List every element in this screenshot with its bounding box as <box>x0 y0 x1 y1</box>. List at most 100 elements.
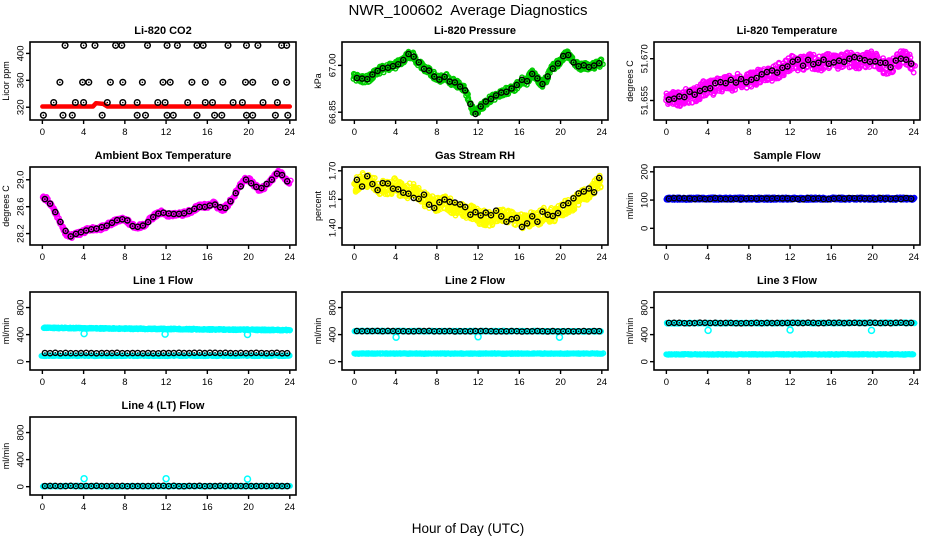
x-tick-label: 0 <box>352 127 357 138</box>
x-tick-label: 24 <box>285 502 296 513</box>
page-title: NWR_100602 Average Diagnostics <box>348 2 588 19</box>
x-tick-label: 0 <box>664 252 669 263</box>
x-tick-label: 8 <box>122 252 127 263</box>
chart-title: Li-820 Temperature <box>737 25 838 37</box>
x-tick-label: 4 <box>81 377 86 388</box>
y-tick-label: 400 <box>328 327 339 343</box>
x-tick-label: 4 <box>81 127 86 138</box>
chart-title: Line 2 Flow <box>445 275 505 287</box>
y-tick-label: 800 <box>16 300 27 316</box>
chart-canvas: 0 400 800 0 4 8 12 16 20 24 ml/min Line 4 (LT) Flow <box>1 400 297 513</box>
data-series-group <box>39 474 293 490</box>
chart-title: Li-820 Pressure <box>434 25 516 37</box>
data-series-group <box>663 194 918 203</box>
x-tick-label: 16 <box>514 252 525 263</box>
x-tick-label: 20 <box>867 377 878 388</box>
x-tick-label: 12 <box>473 127 484 138</box>
chart-panel-li820-co2: 320 360 400 0 4 8 12 16 20 24 Licor ppm Li-820 CO2 <box>0 20 312 145</box>
x-tick-label: 16 <box>202 127 213 138</box>
x-tick-label: 4 <box>393 127 398 138</box>
y-tick-label: 66.85 <box>328 100 339 124</box>
chart-canvas: 0 400 800 0 4 8 12 16 20 24 ml/min Line 2 Flow <box>313 275 609 388</box>
x-tick-label: 12 <box>785 252 796 263</box>
x-tick-label: 16 <box>514 127 525 138</box>
chart-canvas: 0 100 200 0 4 8 12 16 20 24 ml/min Sample Flow <box>625 150 921 263</box>
x-tick-label: 16 <box>202 502 213 513</box>
x-tick-label: 4 <box>705 127 710 138</box>
x-tick-label: 24 <box>909 127 920 138</box>
x-tick-label: 16 <box>202 252 213 263</box>
chart-panel-line-1-flow: 0 400 800 0 4 8 12 16 20 24 ml/min Line 1 Flow <box>0 270 312 395</box>
x-tick-label: 0 <box>352 377 357 388</box>
x-tick-label: 0 <box>664 377 669 388</box>
x-tick-label: 0 <box>40 252 45 263</box>
x-tick-label: 8 <box>122 502 127 513</box>
chart-title: Line 4 (LT) Flow <box>122 400 205 412</box>
y-tick-label: 51.670 <box>640 44 651 73</box>
plot-box <box>29 416 297 496</box>
x-tick-label: 24 <box>285 252 296 263</box>
y-tick-label: 0 <box>328 359 339 364</box>
x-tick-label: 12 <box>161 252 172 263</box>
data-series-group <box>350 48 606 118</box>
chart-title: Line 1 Flow <box>133 275 193 287</box>
data-series-group <box>39 167 294 242</box>
chart-panel-line-3-flow: 0 400 800 0 4 8 12 16 20 24 ml/min Line 3 Flow <box>624 270 936 395</box>
chart-canvas: 320 360 400 0 4 8 12 16 20 24 Licor ppm Li-820 CO2 <box>1 25 297 138</box>
x-tick-label: 8 <box>746 252 751 263</box>
x-tick-label: 12 <box>161 377 172 388</box>
chart-panel-li820-temperature: 51.655 51.670 0 4 8 12 16 20 24 degrees C Li-820 T… <box>624 20 936 145</box>
y-axis-label: Licor ppm <box>1 61 11 101</box>
plot-box <box>653 166 921 246</box>
y-tick-label: 100 <box>640 192 651 208</box>
x-axis-label: Hour of Day (UTC) <box>411 521 525 536</box>
y-tick-label: 1.70 <box>328 162 339 181</box>
y-tick-label: 800 <box>328 300 339 316</box>
x-tick-label: 20 <box>243 377 254 388</box>
x-tick-label: 0 <box>40 502 45 513</box>
y-tick-label: 400 <box>640 327 651 343</box>
y-tick-label: 29.0 <box>16 171 27 190</box>
x-tick-label: 24 <box>597 252 608 263</box>
x-tick-label: 0 <box>40 377 45 388</box>
data-series-group <box>663 48 918 110</box>
x-tick-label: 20 <box>867 252 878 263</box>
x-tick-label: 8 <box>122 377 127 388</box>
x-tick-label: 0 <box>352 252 357 263</box>
data-series-group <box>351 327 607 357</box>
chart-canvas: 66.85 67.00 0 4 8 12 16 20 24 kPa Li-820 Pressure <box>313 25 609 138</box>
x-tick-label: 16 <box>514 377 525 388</box>
y-tick-label: 28.2 <box>16 224 27 243</box>
y-axis-label: percent <box>313 190 323 221</box>
x-tick-label: 8 <box>122 127 127 138</box>
x-tick-label: 4 <box>81 252 86 263</box>
x-tick-label: 24 <box>909 377 920 388</box>
data-series-group <box>39 41 293 119</box>
chart-title: Gas Stream RH <box>435 150 515 162</box>
y-tick-label: 360 <box>16 72 27 88</box>
y-tick-label: 800 <box>16 425 27 441</box>
data-series-group <box>663 319 918 358</box>
x-tick-label: 4 <box>393 377 398 388</box>
x-tick-label: 4 <box>81 502 86 513</box>
x-tick-label: 24 <box>597 127 608 138</box>
y-tick-label: 0 <box>640 359 651 364</box>
x-tick-label: 12 <box>161 127 172 138</box>
y-axis-label: degrees C <box>625 60 635 102</box>
chart-canvas: 51.655 51.670 0 4 8 12 16 20 24 degrees C Li-820 T… <box>625 25 921 138</box>
x-tick-label: 12 <box>473 377 484 388</box>
data-series-group <box>38 324 293 360</box>
x-tick-label: 4 <box>705 377 710 388</box>
x-tick-label: 20 <box>243 502 254 513</box>
y-tick-label: 400 <box>16 327 27 343</box>
chart-panel-line-2-flow: 0 400 800 0 4 8 12 16 20 24 ml/min Line 2 Flow <box>312 270 624 395</box>
y-tick-label: 51.655 <box>640 86 651 115</box>
y-tick-label: 200 <box>640 164 651 180</box>
x-tick-label: 8 <box>434 127 439 138</box>
x-tick-label: 24 <box>285 377 296 388</box>
y-tick-label: 400 <box>16 46 27 62</box>
x-tick-label: 0 <box>664 127 669 138</box>
chart-title: Sample Flow <box>753 150 821 162</box>
y-axis-label: ml/min <box>1 443 11 470</box>
